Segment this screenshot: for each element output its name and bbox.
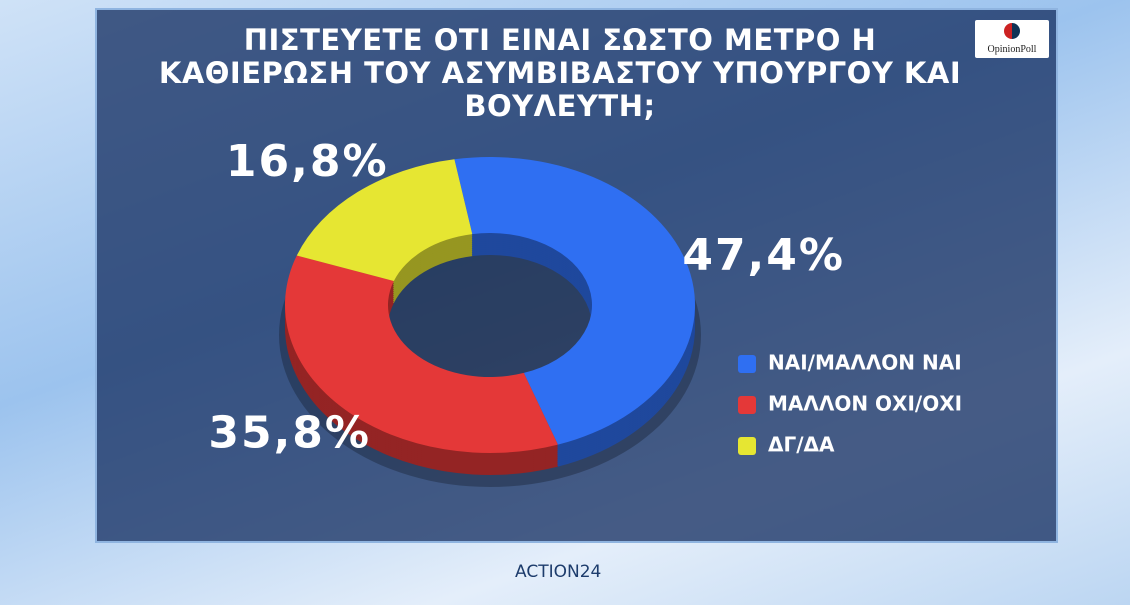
legend-swatch (738, 396, 756, 414)
legend-label: ΔΓ/ΔΑ (768, 433, 835, 457)
logo-text: OpinionPoll (987, 44, 1037, 55)
legend-swatch (738, 437, 756, 455)
channel-logo: ACTION24 (515, 562, 602, 582)
legend-swatch (738, 355, 756, 373)
value-label: 47,4% (682, 230, 845, 281)
value-label: 16,8% (226, 136, 389, 187)
slice (285, 255, 558, 453)
value-label: 35,8% (208, 408, 371, 459)
logo-icon (1004, 23, 1020, 39)
chart-title: ΠΙΣΤΕΥΕΤΕ ΟΤΙ ΕΙΝΑΙ ΣΩΣΤΟ ΜΕΤΡΟ Η ΚΑΘΙΕΡ… (158, 23, 962, 123)
legend-label: ΝΑΙ/ΜΑΛΛΟΝ ΝΑΙ (768, 351, 962, 375)
legend-label: ΜΑΛΛΟΝ ΟΧΙ/ΟΧΙ (768, 392, 962, 416)
slice (454, 157, 695, 445)
poll-logo: OpinionPoll (975, 20, 1049, 58)
slice (296, 159, 473, 281)
